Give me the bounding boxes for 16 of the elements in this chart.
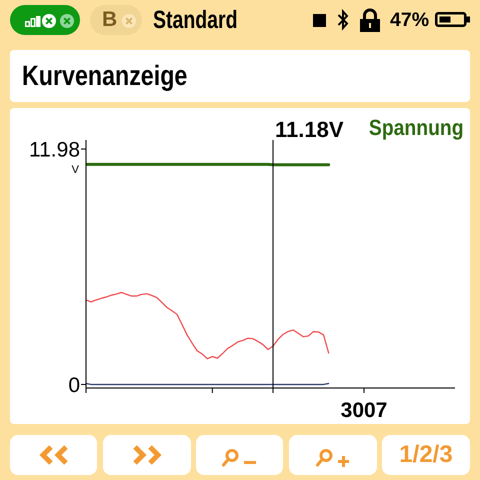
y-tick-label: 11.98: [29, 138, 80, 162]
zoom-in-button[interactable]: [289, 435, 377, 475]
status-badge: B: [90, 5, 142, 35]
text: Standard: [153, 6, 238, 34]
annotation: 11.18V: [275, 117, 344, 142]
y-axis-title: V: [72, 164, 80, 176]
y-tick-label: 0: [68, 374, 80, 397]
x-tick-label: 3007: [340, 398, 388, 422]
forward-button[interactable]: [103, 435, 191, 475]
back-button[interactable]: [10, 435, 97, 475]
line-series: [86, 292, 330, 360]
text: 47%: [390, 9, 430, 31]
page-button[interactable]: 1/2/3: [382, 435, 470, 475]
zoom-out-button[interactable]: [196, 435, 283, 475]
text: Spannung: [369, 115, 464, 140]
chart-title: Kurvenanzeige: [22, 60, 188, 91]
